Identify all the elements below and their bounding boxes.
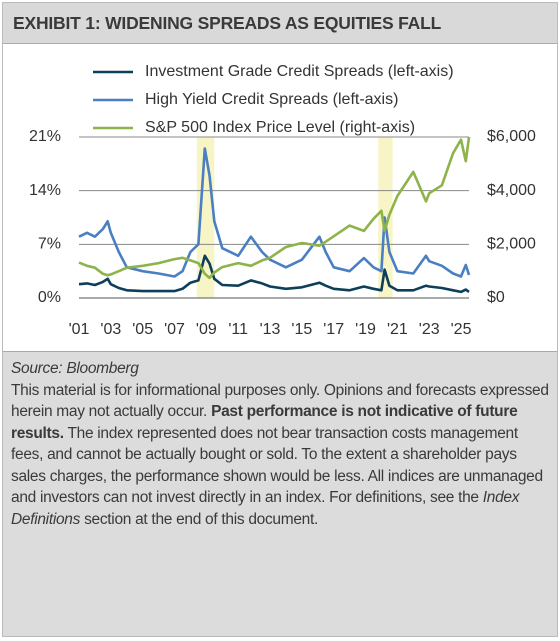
y-tick-label: 21% (29, 128, 61, 145)
x-tick-label: '01 (69, 321, 90, 338)
legend-label: Investment Grade Credit Spreads (left-ax… (145, 63, 454, 80)
disclaimer-italic: Index Definitions (11, 489, 520, 528)
x-tick-label: '07 (164, 321, 185, 338)
y2-tick-label: $6,000 (487, 128, 536, 145)
disclaimer-normal: section at the end of this document. (80, 510, 318, 528)
x-tick-label: '17 (323, 321, 344, 338)
x-tick-label: '15 (291, 321, 312, 338)
y-tick-label: 14% (29, 182, 61, 199)
chart: 0% 7% 14% 21% $0 $2,000 $4,000 $6,000 '01 '03 '05 '… (29, 63, 536, 338)
x-tick-label: '21 (387, 321, 408, 338)
series-line (78, 147, 471, 278)
x-tick-label: '13 (260, 321, 281, 338)
y2-tick-label: $4,000 (487, 182, 536, 199)
series-line (78, 136, 471, 280)
series-line (78, 254, 470, 294)
x-tick-label: '03 (100, 321, 121, 338)
y-tick-label: 7% (38, 236, 61, 253)
disclaimer: This material is for informational purpo… (11, 380, 549, 531)
x-tick-label: '19 (355, 321, 376, 338)
y2-tick-label: $0 (487, 289, 505, 306)
source: Source: Bloomberg (11, 360, 139, 377)
x-tick-label: '25 (451, 321, 472, 338)
legend-label: S&P 500 Index Price Level (right-axis) (145, 119, 415, 136)
x-tick-label: '23 (419, 321, 440, 338)
disclaimer-normal: The index represented does not bear tran… (11, 424, 543, 507)
x-tick-label: '11 (228, 321, 248, 338)
legend-label: High Yield Credit Spreads (left-axis) (145, 91, 398, 108)
y-tick-label: 0% (38, 289, 61, 306)
disclaimer-normal: This material is for informational purpo… (11, 381, 549, 421)
footnote: Source: Bloomberg This material is for i… (3, 351, 557, 636)
x-tick-label: '05 (132, 321, 153, 338)
disclaimer-bold: Past performance is not indicative of fu… (11, 403, 518, 442)
y2-tick-label: $2,000 (487, 236, 536, 253)
x-tick-label: '09 (196, 321, 217, 338)
exhibit-title: EXHIBIT 1: WIDENING SPREADS AS EQUITIES … (3, 3, 557, 44)
